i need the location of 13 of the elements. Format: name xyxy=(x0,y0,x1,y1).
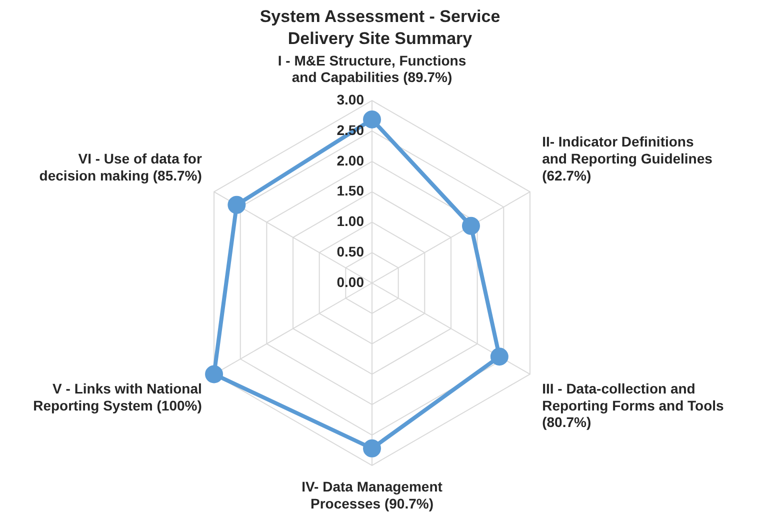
spoke-label: II- Indicator Definitions and Reporting Guidelines (62.7%) xyxy=(542,134,713,184)
spoke-label: V - Links with National Reporting System (100%) xyxy=(33,380,202,414)
y-tick-label: 0.50 xyxy=(336,243,364,260)
y-tick-label: 2.00 xyxy=(336,152,364,168)
chart-title: System Assessment - Service Delivery Site Summary xyxy=(258,6,502,50)
spoke-label: III - Data-collection and Reporting Forms and Tools (80.7%) xyxy=(542,380,724,430)
y-tick-label: 1.00 xyxy=(336,213,364,230)
spoke-label: VI - Use of data for decision making (85.7%) xyxy=(39,150,202,184)
y-tick-label: 3.00 xyxy=(336,91,364,108)
spoke-label: IV- Data Management Processes (90.7%) xyxy=(302,478,443,512)
y-tick-label: 0.00 xyxy=(336,274,364,290)
spoke-label: I - M&E Structure, Functions and Capabilities (89.7%) xyxy=(278,52,466,86)
y-tick-label: 1.50 xyxy=(336,182,364,199)
